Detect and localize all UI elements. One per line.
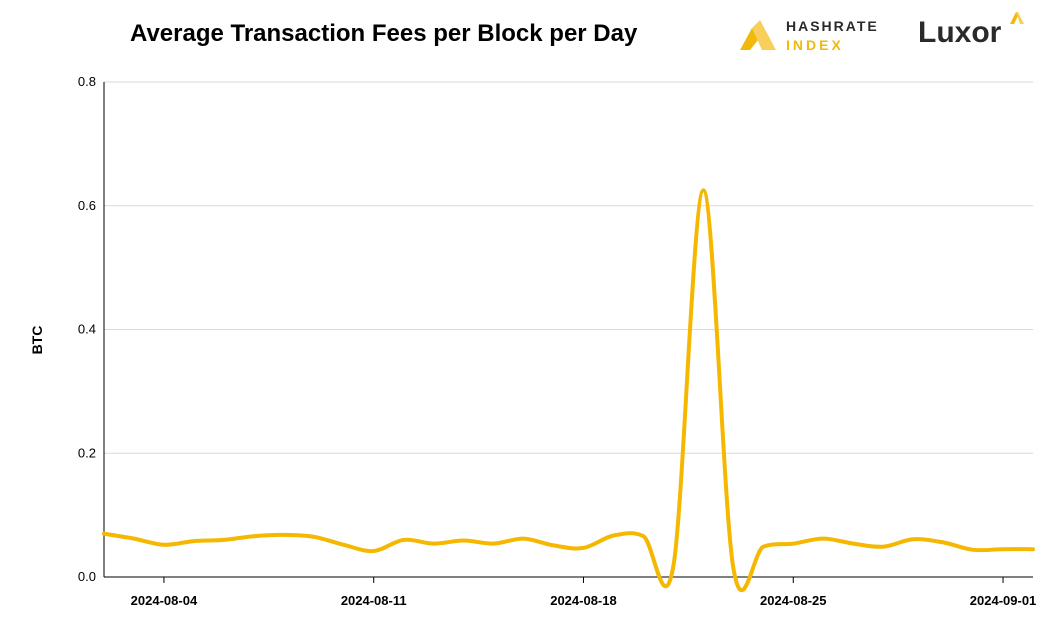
hashrate-index-logo: HASHRATE INDEX	[738, 14, 888, 58]
x-tick-label: 2024-08-25	[760, 593, 827, 608]
hashrate-logo-text: HASHRATE	[786, 18, 879, 34]
y-axis-title: BTC	[29, 326, 45, 355]
x-tick-label: 2024-08-04	[131, 593, 198, 608]
index-logo-text: INDEX	[786, 37, 844, 53]
x-tick-label: 2024-08-11	[341, 593, 407, 608]
hashrate-index-logo-icon	[740, 20, 776, 50]
axes	[103, 82, 1033, 583]
gridlines	[104, 81, 1033, 454]
y-tick-label: 0.6	[78, 198, 96, 213]
x-tick-label: 2024-08-18	[550, 593, 617, 608]
luxor-logo-icon	[1010, 12, 1024, 24]
series-line	[102, 188, 1035, 593]
y-tick-label: 0.2	[78, 445, 96, 460]
y-tick-label: 0.0	[78, 569, 96, 584]
luxor-logo: Luxor	[918, 12, 1028, 56]
y-tick-label: 0.8	[78, 74, 96, 89]
x-tick-label: 2024-09-01	[970, 593, 1037, 608]
luxor-logo-text: Luxor	[918, 16, 1002, 49]
chart-title: Average Transaction Fees per Block per D…	[130, 20, 638, 47]
y-tick-label: 0.4	[78, 322, 96, 337]
tick-labels: 0.0 0.2 0.4 0.6 0.8 2024-08-04 2024-08-11 2024-…	[78, 74, 1036, 608]
